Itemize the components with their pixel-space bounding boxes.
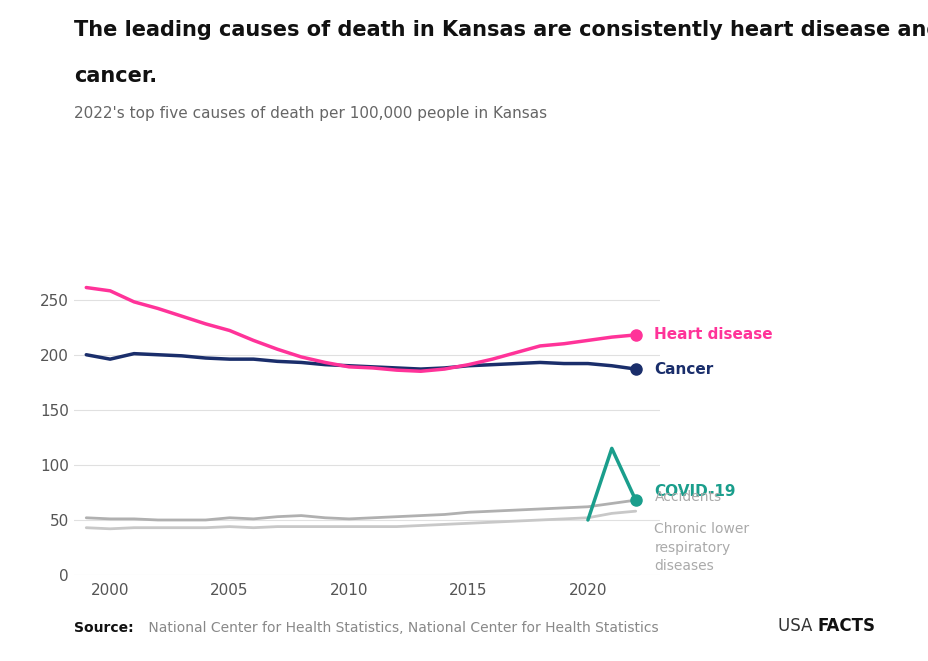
Text: The leading causes of death in Kansas are consistently heart disease and: The leading causes of death in Kansas ar… xyxy=(74,20,928,40)
Text: COVID-19: COVID-19 xyxy=(653,484,735,499)
Text: Heart disease: Heart disease xyxy=(653,327,772,342)
Text: Source:: Source: xyxy=(74,621,134,635)
Text: Chronic lower
respiratory
diseases: Chronic lower respiratory diseases xyxy=(653,522,749,573)
Text: Accidents: Accidents xyxy=(653,490,721,504)
Text: USA: USA xyxy=(777,617,817,635)
Text: FACTS: FACTS xyxy=(817,617,874,635)
Text: cancer.: cancer. xyxy=(74,66,157,86)
Text: Cancer: Cancer xyxy=(653,362,713,377)
Text: National Center for Health Statistics, National Center for Health Statistics: National Center for Health Statistics, N… xyxy=(144,621,658,635)
Text: 2022's top five causes of death per 100,000 people in Kansas: 2022's top five causes of death per 100,… xyxy=(74,106,547,121)
